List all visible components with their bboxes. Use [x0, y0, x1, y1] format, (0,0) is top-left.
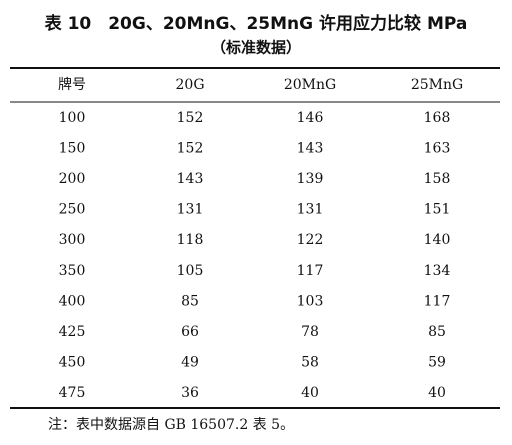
table-cell: 40 [428, 385, 446, 401]
table-subtitle: （标准数据） [211, 39, 301, 57]
table-cell: 152 [177, 141, 204, 157]
table-cell: 150 [59, 141, 86, 157]
table-cell: 117 [424, 293, 451, 309]
table-cell: 85 [181, 293, 199, 309]
table-cell: 146 [297, 110, 324, 126]
table-cell: 143 [297, 141, 324, 157]
header-cell: 20G [176, 77, 205, 93]
table-cell: 152 [177, 110, 204, 126]
table-cell: 36 [181, 385, 199, 401]
table-title: 表 10 20G、20MnG、25MnG 许用应力比较 MPa [45, 13, 468, 34]
table-cell: 85 [428, 324, 446, 340]
table-cell: 66 [181, 324, 199, 340]
table-cell: 475 [59, 385, 86, 401]
table-cell: 400 [59, 293, 86, 309]
table-cell: 105 [177, 263, 204, 279]
header-cell: 牌号 [58, 76, 86, 93]
table-cell: 100 [59, 110, 86, 126]
table-cell: 122 [297, 232, 324, 248]
table-cell: 134 [424, 263, 451, 279]
table-cell: 350 [59, 263, 86, 279]
table-cell: 300 [59, 232, 86, 248]
table-cell: 425 [59, 324, 86, 340]
table-cell: 140 [424, 232, 451, 248]
table-cell: 58 [301, 354, 319, 370]
table-cell: 117 [297, 263, 324, 279]
table-cell: 200 [59, 171, 86, 187]
table-cell: 49 [181, 354, 199, 370]
table-cell: 450 [59, 354, 86, 370]
table-cell: 158 [424, 171, 451, 187]
table-cell: 143 [177, 171, 204, 187]
table-cell: 131 [297, 202, 324, 218]
table-cell: 139 [297, 171, 324, 187]
table-cell: 118 [177, 232, 204, 248]
table-cell: 151 [424, 202, 451, 218]
table-cell: 163 [424, 141, 451, 157]
table-cell: 78 [301, 324, 319, 340]
table-cell: 168 [424, 110, 451, 126]
table-cell: 40 [301, 385, 319, 401]
table-cell: 131 [177, 202, 204, 218]
table-cell: 59 [428, 354, 446, 370]
table-cell: 103 [297, 293, 324, 309]
header-cell: 20MnG [284, 77, 336, 93]
header-cell: 25MnG [411, 77, 463, 93]
table-cell: 250 [59, 202, 86, 218]
table-note: 注：表中数据源自 GB 16507.2 表 5。 [48, 417, 294, 433]
